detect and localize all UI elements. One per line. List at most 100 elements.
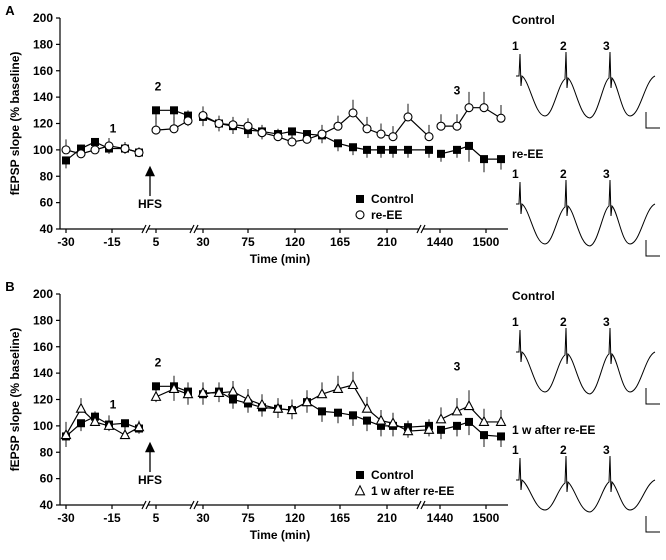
data-point-control: [77, 144, 85, 153]
hfs-label: HFS: [138, 473, 162, 487]
data-point-test: [214, 118, 224, 129]
data-point-test: [76, 149, 86, 159]
data-point-test: [198, 111, 208, 121]
series-line: [202, 112, 430, 143]
data-point-test: [242, 393, 254, 404]
data-point-test: [90, 145, 100, 155]
trace-scale-bar: [645, 388, 660, 405]
data-point-test: [464, 103, 474, 113]
trace-waveform: [516, 455, 656, 513]
data-point-test: [103, 419, 115, 430]
x-tick-label: 1500: [473, 511, 500, 525]
data-point-test: [424, 132, 434, 142]
annotation-2: 2: [155, 356, 162, 370]
data-point-control: [318, 407, 326, 416]
data-point-test: [150, 390, 162, 401]
data-point-test: [60, 428, 72, 440]
data-point-control: [377, 145, 385, 154]
data-point-control: [480, 431, 488, 440]
trace-number: 2: [560, 315, 567, 329]
y-tick-label: 200: [33, 287, 53, 301]
x-axis-label: Time (min): [250, 252, 310, 266]
trace-number: 3: [603, 315, 610, 329]
data-point-control: [480, 155, 488, 164]
data-point-control: [77, 419, 85, 428]
data-point-test: [361, 402, 373, 413]
data-point-test: [273, 132, 283, 142]
y-tick-label: 160: [33, 340, 53, 354]
data-point-control: [152, 382, 160, 391]
data-point-test: [403, 112, 413, 122]
data-point-test: [287, 137, 297, 147]
data-point-test: [227, 385, 239, 396]
data-point-control: [229, 395, 237, 404]
data-point-test: [213, 386, 225, 397]
data-point-test: [151, 125, 161, 135]
example-traces: Control 1 2 3 1 w after re-EE 1 2 3: [512, 289, 660, 533]
annotation-1: 1: [110, 398, 117, 412]
data-point-test: [168, 382, 180, 394]
y-tick-label: 80: [40, 169, 54, 183]
data-point-control: [437, 149, 445, 158]
annotation-2: 2: [155, 80, 162, 94]
data-point-test: [362, 124, 372, 134]
y-tick-label: 200: [33, 11, 53, 25]
data-point-test: [133, 421, 145, 432]
legend-label-control: Control: [371, 192, 414, 206]
x-tick-label: 75: [241, 511, 255, 525]
trace-label: 1 w after re-EE: [512, 423, 595, 437]
data-point-test: [333, 121, 343, 131]
data-point-control: [404, 145, 412, 154]
x-tick-label: -30: [57, 235, 75, 249]
data-point-control: [363, 145, 371, 154]
x-tick-label: 1500: [473, 235, 500, 249]
data-point-test: [61, 145, 71, 155]
data-point-test: [436, 121, 446, 131]
x-axis-break: [189, 500, 195, 510]
legend-label-control: Control: [371, 468, 414, 482]
data-point-control: [377, 421, 385, 430]
y-tick-label: 40: [40, 222, 54, 236]
x-tick-label: 30: [196, 511, 210, 525]
y-tick-label: 80: [40, 445, 54, 459]
x-tick-label: 75: [241, 235, 255, 249]
x-tick-label: -15: [103, 235, 121, 249]
x-tick-label: 120: [285, 511, 305, 525]
data-point-test: [256, 398, 268, 409]
trace-number: 2: [560, 443, 567, 457]
trace-number: 1: [512, 443, 519, 457]
data-point-control: [334, 408, 342, 417]
trace-label: Control: [512, 289, 555, 303]
data-point-test: [302, 134, 312, 144]
data-point-test: [496, 113, 506, 123]
data-point-test: [387, 417, 399, 428]
y-tick-label: 60: [40, 196, 54, 210]
data-point-test: [89, 415, 101, 426]
y-tick-label: 140: [33, 366, 53, 380]
data-point-control: [349, 411, 357, 420]
panel-b: B 40 60 80 100 120 140 160 180 200 fEPSP slope (% …: [5, 279, 660, 542]
x-tick-label: 5: [153, 511, 160, 525]
data-point-test: [452, 121, 462, 131]
data-point-control: [349, 143, 357, 152]
data-point-control: [334, 139, 342, 148]
data-point-test: [435, 413, 447, 424]
x-tick-label: 210: [377, 511, 397, 525]
x-tick-label: 30: [196, 235, 210, 249]
data-point-control: [170, 106, 178, 115]
data-point-test: [104, 141, 114, 151]
legend-marker-control: [356, 470, 364, 479]
panel-label: A: [5, 3, 15, 18]
x-tick-label: 165: [330, 235, 350, 249]
y-tick-label: 120: [33, 117, 53, 131]
y-axis-label: fEPSP slope (% baseline): [8, 328, 22, 472]
y-axis-label: fEPSP slope (% baseline): [8, 52, 22, 196]
data-point-test: [388, 132, 398, 142]
x-axis-break: [141, 224, 147, 234]
y-tick-label: 180: [33, 313, 53, 327]
annotation-3: 3: [454, 83, 461, 97]
data-point-control: [465, 141, 473, 150]
y-tick-label: 140: [33, 90, 53, 104]
